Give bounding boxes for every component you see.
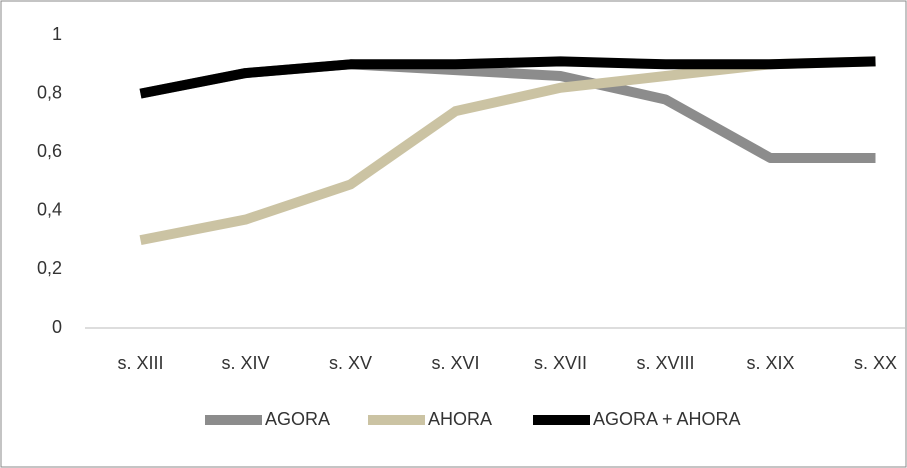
x-tick-label: s. XIV	[221, 353, 269, 373]
y-tick-label: 0,4	[37, 200, 62, 220]
x-tick-label: s. XX	[854, 353, 897, 373]
legend-label: AGORA	[265, 409, 330, 429]
x-tick-label: s. XIX	[746, 353, 794, 373]
legend-label: AHORA	[428, 409, 492, 429]
legend-label: AGORA + AHORA	[593, 409, 741, 429]
x-tick-label: s. XVIII	[636, 353, 694, 373]
y-tick-label: 0,6	[37, 141, 62, 161]
x-tick-label: s. XV	[329, 353, 372, 373]
x-tick-label: s. XVII	[534, 353, 587, 373]
y-tick-label: 0	[52, 317, 62, 337]
series-line	[139, 56, 876, 99]
y-tick-label: 0,8	[37, 82, 62, 102]
x-tick-label: s. XVI	[431, 353, 479, 373]
x-tick-label: s. XIII	[117, 353, 163, 373]
y-tick-label: 1	[52, 24, 62, 44]
y-tick-label: 0,2	[37, 258, 62, 278]
